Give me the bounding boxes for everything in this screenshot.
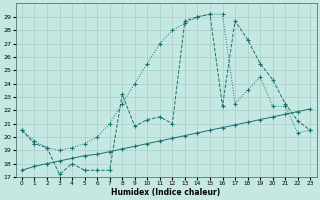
X-axis label: Humidex (Indice chaleur): Humidex (Indice chaleur) <box>111 188 221 197</box>
